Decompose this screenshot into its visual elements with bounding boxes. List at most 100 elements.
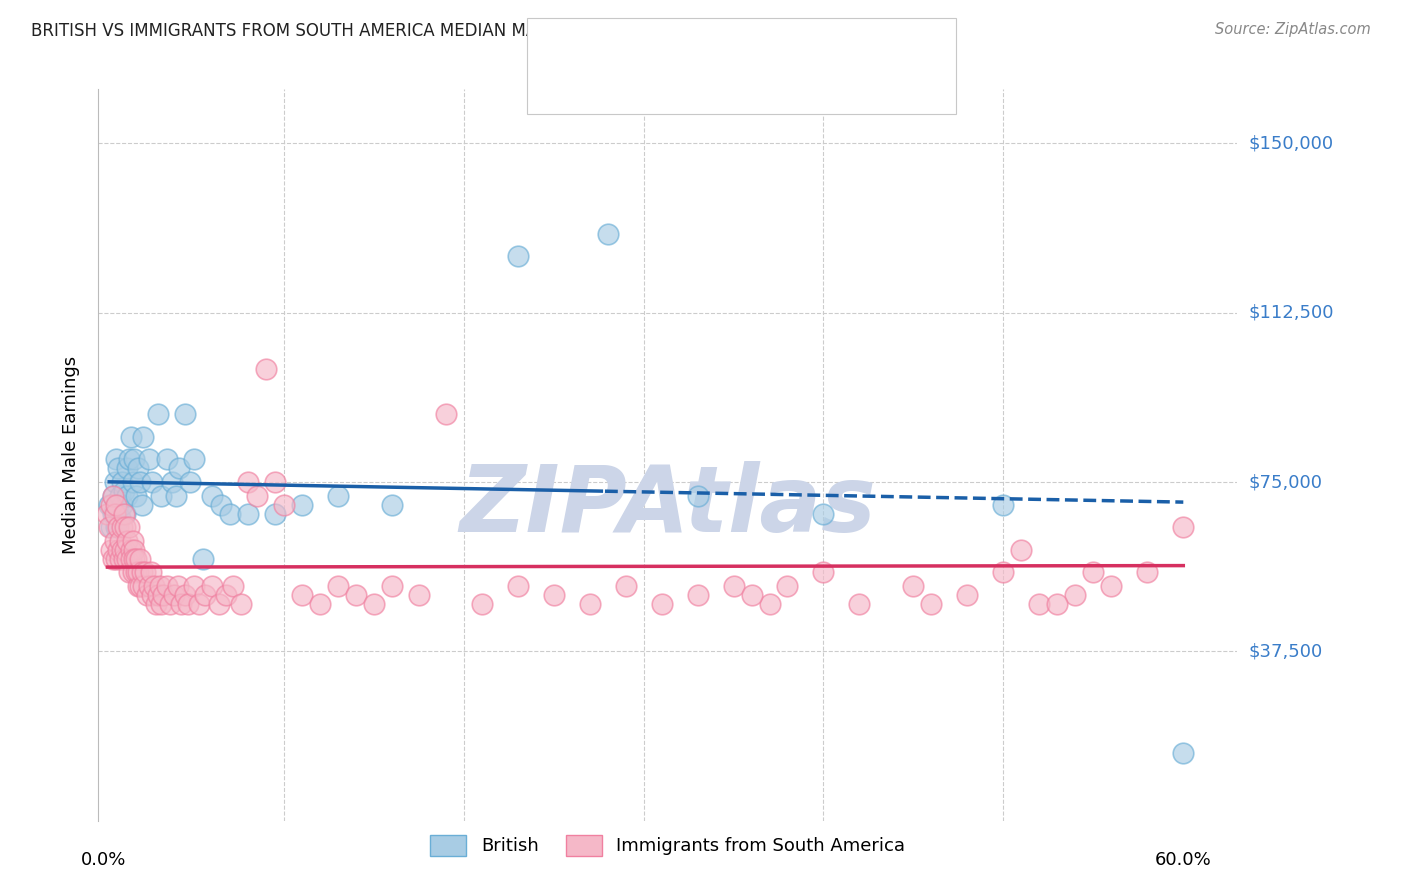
Point [173,407,195,421]
Text: BRITISH VS IMMIGRANTS FROM SOUTH AMERICA MEDIAN MALE EARNINGS CORRELATION CHART: BRITISH VS IMMIGRANTS FROM SOUTH AMERICA… [31,22,834,40]
Point [191,551,214,566]
Point [115,551,138,566]
Point [112,483,135,498]
Point [121,533,143,548]
Point [139,566,162,580]
Point [218,507,240,521]
Point [108,551,131,566]
Point [150,489,173,503]
Point [596,227,619,241]
Point [143,579,166,593]
Point [813,566,835,580]
Point [141,475,163,489]
Point [121,475,143,489]
Text: $150,000: $150,000 [1249,135,1333,153]
Point [169,461,191,475]
Point [128,579,150,593]
Point [131,498,153,512]
Point [1173,746,1195,760]
Point [326,579,349,593]
Point [132,579,155,593]
Point [131,566,153,580]
Point [127,461,149,475]
Point [114,507,136,521]
Point [120,542,142,557]
Point [1173,520,1195,534]
Point [193,588,215,602]
Point [903,579,925,593]
Point [506,249,529,263]
Point [120,551,142,566]
Point [344,588,367,602]
Point [98,498,121,512]
Point [159,597,181,611]
Point [101,507,124,521]
Text: 53: 53 [745,37,770,55]
Point [105,520,128,534]
Point [100,498,122,512]
Point [138,452,160,467]
Point [179,475,201,489]
Point [993,498,1015,512]
Point [125,551,148,566]
Point [1046,597,1069,611]
Point [118,452,141,467]
Point [101,489,124,503]
Point [104,533,127,548]
Point [920,597,942,611]
Point [107,542,129,557]
Y-axis label: Median Male Earnings: Median Male Earnings [62,356,80,554]
Point [776,579,799,593]
Point [408,588,430,602]
Point [273,498,295,512]
Point [381,579,404,593]
Point [471,597,494,611]
Point [149,579,172,593]
Point [813,507,835,521]
Point [308,597,330,611]
Point [263,507,285,521]
Point [215,588,238,602]
Point [188,597,211,611]
Point [101,551,124,566]
Point [686,489,709,503]
Point [758,597,780,611]
Point [434,407,457,421]
Point [100,520,122,534]
Point [127,566,149,580]
Point [128,475,150,489]
Point [104,507,127,521]
Point [98,520,121,534]
Point [686,588,709,602]
Text: 102: 102 [745,81,783,99]
Text: 0.0%: 0.0% [82,851,127,869]
Point [183,452,205,467]
Text: ZIPAtlas: ZIPAtlas [460,461,876,551]
Point [170,597,193,611]
Point [134,566,156,580]
Text: -0.065: -0.065 [638,37,703,55]
Point [107,520,129,534]
Text: N =: N = [706,37,740,55]
Point [121,566,143,580]
Legend: British, Immigrants from South America: British, Immigrants from South America [423,828,912,863]
Point [160,475,183,489]
Point [363,597,385,611]
Point [104,475,127,489]
Point [201,579,224,593]
Point [107,498,129,512]
Point [115,533,138,548]
Point [118,566,141,580]
Point [124,452,146,467]
Text: 60.0%: 60.0% [1154,851,1212,869]
Point [326,489,349,503]
Point [741,588,763,602]
Point [993,566,1015,580]
Point [100,542,122,557]
Point [145,597,167,611]
Point [848,597,870,611]
Point [177,597,200,611]
Point [1083,566,1105,580]
Point [125,489,148,503]
Point [150,597,173,611]
